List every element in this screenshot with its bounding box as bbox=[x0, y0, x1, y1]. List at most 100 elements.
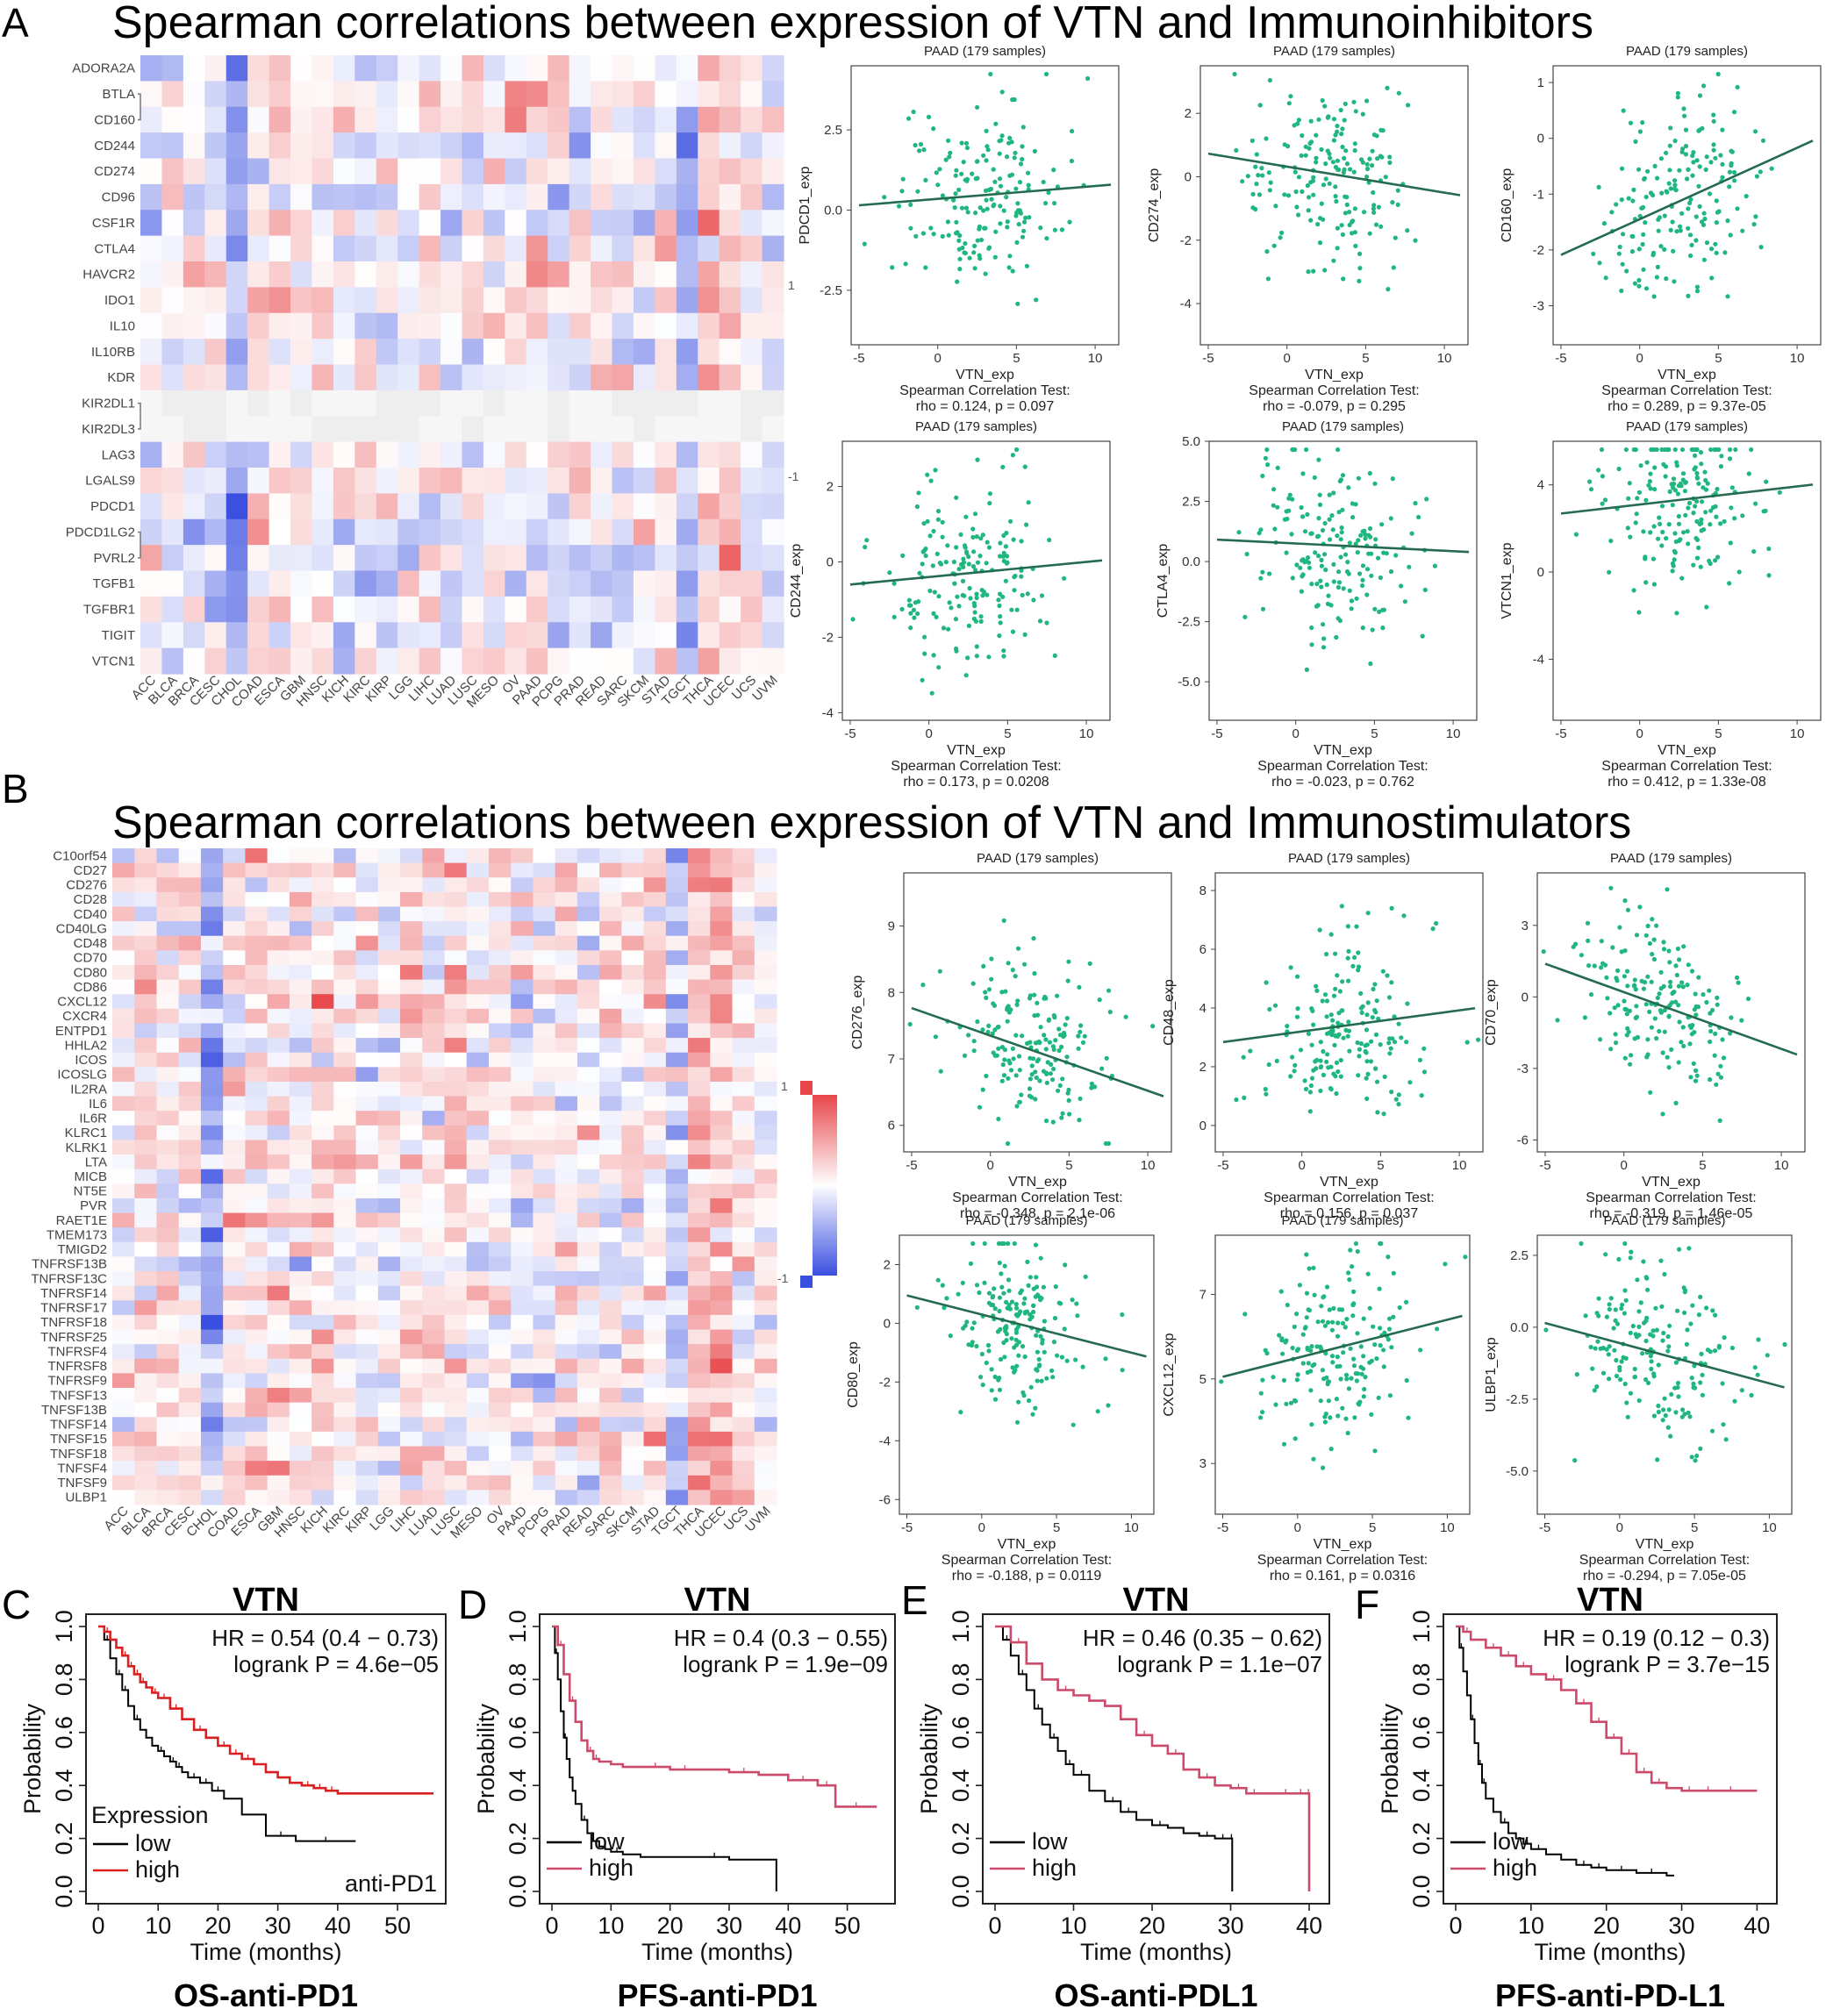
data-point bbox=[943, 560, 949, 565]
heatmap-cell bbox=[526, 261, 548, 288]
heatmap-cell bbox=[511, 1183, 534, 1199]
heatmap-cell bbox=[183, 364, 205, 391]
x-tick-label: 10 bbox=[1446, 726, 1461, 741]
data-point bbox=[1335, 447, 1341, 453]
data-point bbox=[955, 279, 960, 284]
heatmap-cell bbox=[178, 979, 202, 995]
data-point bbox=[1030, 1412, 1035, 1417]
data-point bbox=[1078, 1029, 1083, 1034]
heatmap-cell bbox=[599, 1183, 622, 1199]
survival-curve-low bbox=[98, 1626, 356, 1842]
data-point bbox=[1380, 969, 1385, 974]
heatmap-cell bbox=[621, 1388, 645, 1404]
data-point bbox=[1019, 574, 1024, 579]
heatmap-cell bbox=[267, 1052, 290, 1068]
heatmap-cell bbox=[762, 570, 784, 597]
data-point bbox=[1718, 464, 1723, 469]
heatmap-cell bbox=[633, 55, 655, 82]
heatmap-cell bbox=[576, 1475, 600, 1491]
heatmap-cell bbox=[377, 921, 401, 937]
heatmap-cell bbox=[688, 1329, 711, 1345]
y-tick-label: 0.0 bbox=[948, 1875, 974, 1908]
column-label: UVM bbox=[742, 1504, 774, 1535]
heatmap-cell bbox=[754, 1285, 777, 1301]
heatmap-cell bbox=[483, 545, 505, 572]
data-point bbox=[1345, 560, 1350, 565]
heatmap-cell bbox=[355, 1285, 379, 1301]
data-point bbox=[1080, 1364, 1085, 1369]
heatmap-cell bbox=[311, 1241, 334, 1258]
heatmap-cell bbox=[488, 1388, 512, 1404]
heatmap-cell bbox=[732, 1169, 755, 1184]
data-point bbox=[1067, 1112, 1072, 1117]
heatmap-cell bbox=[548, 390, 570, 417]
data-point bbox=[1658, 156, 1664, 161]
data-point bbox=[1035, 1349, 1040, 1355]
test-statistic: rho = 0.412, p = 1.33e-08 bbox=[1607, 775, 1766, 790]
data-point bbox=[1715, 554, 1721, 560]
data-point bbox=[1614, 202, 1619, 207]
heatmap-cell bbox=[156, 1111, 180, 1126]
data-point bbox=[1718, 521, 1723, 526]
data-point bbox=[1066, 1087, 1071, 1092]
y-tick-label: 0 bbox=[827, 555, 834, 570]
heatmap-cell bbox=[754, 848, 777, 864]
data-point bbox=[981, 208, 986, 213]
heatmap-cell bbox=[754, 877, 777, 893]
heatmap-cell bbox=[440, 81, 463, 108]
heatmap-cell bbox=[621, 877, 645, 893]
data-point bbox=[966, 1342, 971, 1348]
heatmap-cell bbox=[289, 1111, 312, 1126]
data-point bbox=[1343, 148, 1349, 154]
heatmap-cell bbox=[419, 55, 441, 82]
data-point bbox=[1587, 479, 1593, 484]
data-point bbox=[954, 219, 959, 225]
data-point bbox=[1052, 227, 1057, 232]
y-tick-label: -4 bbox=[822, 705, 834, 720]
data-point bbox=[908, 611, 913, 616]
heatmap-cell bbox=[289, 1417, 312, 1433]
data-point bbox=[1273, 204, 1278, 209]
heatmap-cell bbox=[466, 1300, 490, 1316]
heatmap-cell bbox=[688, 1169, 711, 1184]
heatmap-cell bbox=[289, 1300, 312, 1316]
row-label: KIR2DL1 bbox=[82, 397, 135, 411]
data-point bbox=[1607, 569, 1612, 575]
data-point bbox=[1265, 462, 1271, 468]
data-point bbox=[1342, 155, 1347, 161]
data-point bbox=[1387, 1393, 1393, 1398]
heatmap-cell bbox=[643, 1314, 667, 1331]
data-point bbox=[1679, 575, 1685, 581]
data-point bbox=[1059, 1044, 1064, 1049]
data-point bbox=[912, 615, 917, 620]
heatmap-cell bbox=[526, 622, 548, 649]
data-point bbox=[1766, 573, 1772, 578]
data-point bbox=[1673, 188, 1679, 193]
heatmap-cell bbox=[555, 1475, 578, 1491]
data-point bbox=[946, 138, 951, 143]
data-point bbox=[1343, 1325, 1348, 1330]
data-point bbox=[1406, 103, 1411, 108]
data-point bbox=[1777, 490, 1782, 495]
heatmap-cell bbox=[355, 1212, 379, 1228]
logrank-p: logrank P = 1.1e−07 bbox=[1117, 1651, 1322, 1677]
heatmap-cell bbox=[621, 1023, 645, 1039]
heatmap-cell bbox=[555, 1344, 578, 1360]
data-point bbox=[957, 232, 963, 239]
heatmap-cell bbox=[289, 1373, 312, 1389]
heatmap-cell bbox=[134, 1140, 158, 1155]
data-point bbox=[1267, 188, 1272, 193]
heatmap-cell bbox=[511, 1052, 534, 1068]
heatmap-cell bbox=[732, 1067, 755, 1083]
heatmap-cell bbox=[591, 468, 613, 494]
heatmap-cell bbox=[422, 1475, 446, 1491]
heatmap-cell bbox=[223, 848, 246, 864]
heatmap-cell bbox=[178, 1038, 202, 1054]
heatmap-cell bbox=[643, 935, 667, 951]
heatmap-cell bbox=[223, 1038, 246, 1054]
data-point bbox=[1335, 246, 1340, 251]
heatmap-cell bbox=[377, 1475, 401, 1491]
heatmap-cell bbox=[333, 891, 357, 908]
data-point bbox=[921, 547, 927, 554]
heatmap-cell bbox=[355, 1344, 379, 1360]
